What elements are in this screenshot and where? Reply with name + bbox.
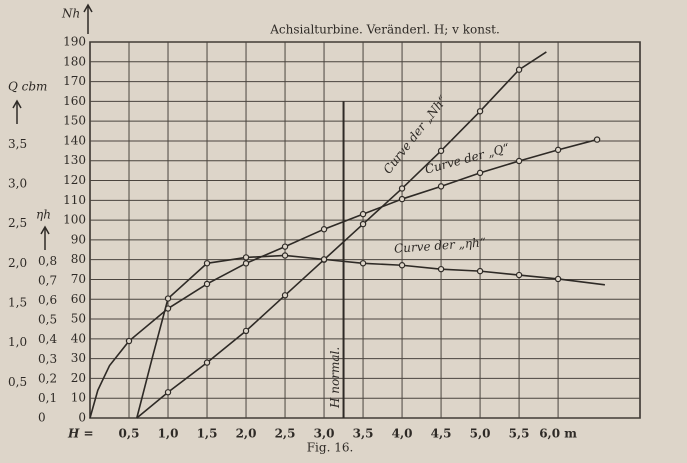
y3-axis-label: ηh xyxy=(36,208,51,222)
y-tick-label: 0 xyxy=(78,411,86,425)
y-tick-label: 110 xyxy=(63,193,86,207)
y3-tick-label: 0,3 xyxy=(38,352,57,366)
curve-label: Curve der „Q“ xyxy=(423,141,511,177)
x-tick-label: 1,0 xyxy=(158,427,179,441)
y2-tick-label: 3,5 xyxy=(8,137,27,151)
point xyxy=(437,147,445,155)
point xyxy=(476,108,484,115)
point xyxy=(320,256,328,263)
point xyxy=(281,292,289,299)
point xyxy=(359,210,367,218)
y-axis-label: Nh xyxy=(61,7,80,21)
y3-tick-label: 0,6 xyxy=(38,293,57,307)
point xyxy=(320,226,328,233)
y-tick-label: 170 xyxy=(63,74,86,88)
y2-tick-label: 0,5 xyxy=(8,375,27,389)
y-tick-label: 120 xyxy=(63,173,86,187)
y-tick-label: 60 xyxy=(71,292,86,306)
y2-tick-label: 2,0 xyxy=(8,256,27,270)
y3-tick-label: 0,1 xyxy=(38,391,57,405)
y-tick-label: 40 xyxy=(71,331,86,345)
y-tick-label: 160 xyxy=(63,94,86,108)
point xyxy=(203,359,211,366)
curve-label: Curve der „ηh“ xyxy=(394,235,487,255)
y2-tick-label: 1,0 xyxy=(8,335,27,349)
x-tick-label: 5,0 xyxy=(470,427,491,441)
chart-title: Achsialturbine. Veränderl. H; v konst. xyxy=(269,23,500,37)
y-tick-label: 150 xyxy=(63,114,86,128)
y-tick-label: 20 xyxy=(71,371,86,385)
point xyxy=(125,337,133,345)
point xyxy=(398,185,406,192)
y2-tick-label: 1,5 xyxy=(8,295,27,309)
point xyxy=(554,275,562,283)
axis-arrows xyxy=(12,3,93,250)
y-tick-label: 90 xyxy=(71,232,86,246)
point xyxy=(437,265,445,273)
point xyxy=(476,169,484,177)
point xyxy=(398,195,406,203)
normal-label: H normal. xyxy=(328,347,342,409)
point xyxy=(476,267,484,275)
point xyxy=(281,252,289,259)
x-tick-label: 6,0 m xyxy=(539,427,577,441)
point xyxy=(398,262,406,269)
point xyxy=(242,327,250,335)
point xyxy=(593,136,601,143)
point xyxy=(554,146,562,154)
x-tick-label: 2,5 xyxy=(275,427,296,441)
x-tick-label: 4,0 xyxy=(392,427,413,441)
y2-tick-label: 2,5 xyxy=(8,216,27,230)
y3-tick-label: 0 xyxy=(38,411,46,425)
x-axis-label: H = xyxy=(67,427,94,441)
y-tick-label: 80 xyxy=(71,252,86,266)
y3-tick-label: 0,8 xyxy=(38,254,57,268)
curve xyxy=(89,138,598,419)
x-tick-label: 2,0 xyxy=(236,427,257,441)
point xyxy=(242,260,250,267)
point xyxy=(437,183,445,190)
point xyxy=(515,157,523,165)
y3-tick-label: 0,2 xyxy=(38,371,57,385)
y3-tick-label: 0,4 xyxy=(38,332,57,346)
x-tick-label: 3,0 xyxy=(314,427,335,441)
x-tick-label: 1,5 xyxy=(197,427,218,441)
x-tick-label: 3,5 xyxy=(353,427,374,441)
caption: Fig. 16. xyxy=(307,441,354,455)
y3-tick-label: 0,5 xyxy=(38,313,57,327)
point xyxy=(164,389,172,396)
curve xyxy=(136,254,605,419)
y2-tick-label: 3,0 xyxy=(8,176,27,190)
y-tick-label: 140 xyxy=(63,133,86,147)
y3-tick-label: 0,7 xyxy=(38,273,57,287)
y-tick-label: 190 xyxy=(63,35,86,49)
point xyxy=(203,280,211,288)
point xyxy=(203,260,211,267)
point xyxy=(515,66,523,73)
y-tick-label: 180 xyxy=(63,54,86,68)
y-tick-label: 130 xyxy=(63,153,86,167)
x-tick-label: 5,5 xyxy=(509,427,530,441)
plot-frame xyxy=(89,41,641,419)
curve xyxy=(136,51,547,419)
x-tick-label: 0,5 xyxy=(119,427,140,441)
point xyxy=(515,271,523,279)
y-tick-label: 70 xyxy=(71,272,86,286)
x-tick-label: 4,5 xyxy=(431,427,452,441)
y-tick-label: 30 xyxy=(71,351,86,365)
point xyxy=(281,243,289,250)
point xyxy=(164,295,172,302)
y2-axis-label: Q cbm xyxy=(8,80,47,94)
point xyxy=(359,220,367,228)
point xyxy=(242,254,250,261)
y-tick-label: 10 xyxy=(71,391,86,405)
y-tick-label: 50 xyxy=(71,312,86,326)
point xyxy=(359,260,367,267)
y-tick-label: 100 xyxy=(63,213,86,227)
